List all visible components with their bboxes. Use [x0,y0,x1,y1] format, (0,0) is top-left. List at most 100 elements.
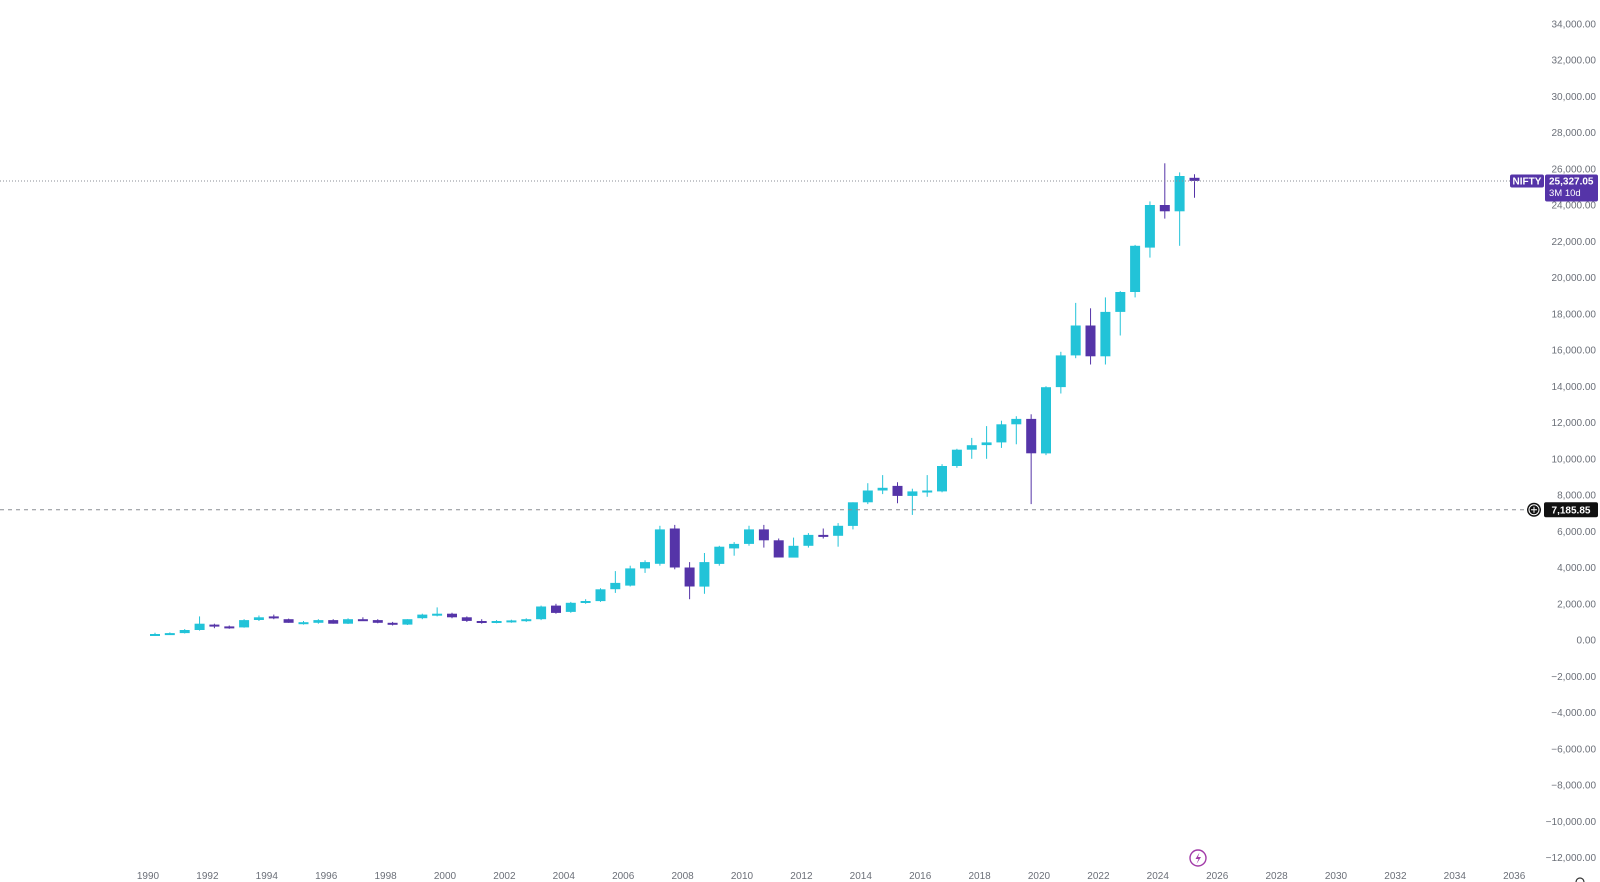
candle-body [625,568,636,586]
candle-up[interactable] [610,571,621,593]
candle-up[interactable] [640,560,650,573]
candle-up[interactable] [1011,416,1022,445]
x-tick-label: 2000 [434,871,457,882]
candle-up[interactable] [714,545,725,566]
x-tick-label: 2016 [909,871,932,882]
candle-up[interactable] [981,426,992,459]
candle-up[interactable] [996,420,1007,448]
candle-up[interactable] [565,601,576,613]
candle-down[interactable] [551,603,561,614]
candle-up[interactable] [877,475,888,495]
candle-up[interactable] [253,615,264,622]
plus-circle-icon[interactable] [1527,502,1541,517]
candle-up[interactable] [937,464,947,493]
candle-up[interactable] [1041,386,1051,456]
candle-body [357,619,368,622]
symbol-tag[interactable]: NIFTY [1510,174,1544,188]
candle-up[interactable] [491,620,502,624]
candle-up[interactable] [343,618,353,624]
candle-up[interactable] [803,533,814,548]
candle-body [907,491,918,496]
candle-down[interactable] [209,623,220,629]
candle-down[interactable] [818,528,829,539]
candle-down[interactable] [684,562,695,600]
lightning-icon[interactable] [1189,849,1207,867]
x-tick-label: 2004 [553,871,576,882]
candle-down[interactable] [1159,163,1170,219]
candle-up[interactable] [1130,244,1141,298]
candle-up[interactable] [595,588,606,602]
candle-body [610,582,621,590]
candle-body [417,614,428,619]
candle-up[interactable] [506,619,517,623]
candle-down[interactable] [387,621,398,626]
candle-down[interactable] [773,538,784,558]
candle-up[interactable] [625,565,636,587]
candle-up[interactable] [654,525,665,566]
candle-up[interactable] [847,502,858,530]
candle-up[interactable] [1144,201,1155,258]
candle-body [803,534,814,546]
candle-up[interactable] [833,523,844,547]
candle-up[interactable] [966,437,977,459]
x-tick-label: 2010 [731,871,754,882]
candle-body [179,630,190,634]
candle-up[interactable] [699,553,710,594]
candle-up[interactable] [862,483,873,505]
candle-up[interactable] [417,613,428,620]
candle-up[interactable] [1100,297,1111,365]
y-tick-label: −4,000.00 [1551,708,1596,719]
candle-up[interactable] [1055,351,1066,394]
candle-up[interactable] [536,605,547,621]
y-tick-label: 30,000.00 [1552,92,1597,103]
candle-down[interactable] [892,482,903,504]
candle-up[interactable] [907,488,918,515]
candle-down[interactable] [461,616,472,622]
candle-down[interactable] [268,614,279,620]
candle-up[interactable] [194,616,205,631]
candle-up[interactable] [951,448,962,468]
candle-up[interactable] [313,619,324,624]
candle-up[interactable] [164,632,175,636]
candle-down[interactable] [283,618,294,623]
x-tick-label: 2036 [1503,871,1526,882]
candle-up[interactable] [580,599,591,604]
candle-down[interactable] [758,524,769,548]
candle-down[interactable] [1189,174,1200,198]
candle-down[interactable] [372,619,383,624]
y-tick-label: 10,000.00 [1552,454,1597,465]
candle-up[interactable] [521,618,532,622]
x-tick-label: 1996 [315,871,338,882]
candle-up[interactable] [179,629,190,634]
candle-up[interactable] [922,475,933,497]
candle-down[interactable] [669,524,680,570]
candle-down[interactable] [224,625,235,629]
candle-up[interactable] [402,619,413,625]
candle-down[interactable] [1085,308,1096,365]
candle-down[interactable] [476,619,487,624]
candle-down[interactable] [357,617,368,622]
candle-up[interactable] [239,619,250,628]
candle-up[interactable] [298,621,309,625]
candle-body [1159,205,1170,212]
candle-up[interactable] [744,525,754,546]
price-axis[interactable]: 34,000.00 32,000.00 30,000.00 28,000.00 26,0… [1546,19,1597,864]
candle-body [536,606,547,620]
candle-up[interactable] [1070,302,1081,359]
candle-up[interactable] [1174,172,1185,246]
time-axis[interactable]: 1990 1992 1994 1996 1998 2000 2002 2004 2006 2008… [137,871,1526,882]
candle-up[interactable] [150,632,160,636]
candle-body [773,540,784,558]
candles-layer [150,163,1200,636]
gear-icon[interactable] [1575,877,1585,882]
candle-down[interactable] [447,612,457,619]
x-tick-label: 1998 [374,871,397,882]
candle-body [892,485,903,496]
candle-down[interactable] [328,619,339,624]
candle-up[interactable] [729,542,740,556]
candle-down[interactable] [1026,414,1037,505]
candle-up[interactable] [1115,291,1126,336]
candle-up[interactable] [432,607,443,617]
candle-up[interactable] [788,537,799,558]
